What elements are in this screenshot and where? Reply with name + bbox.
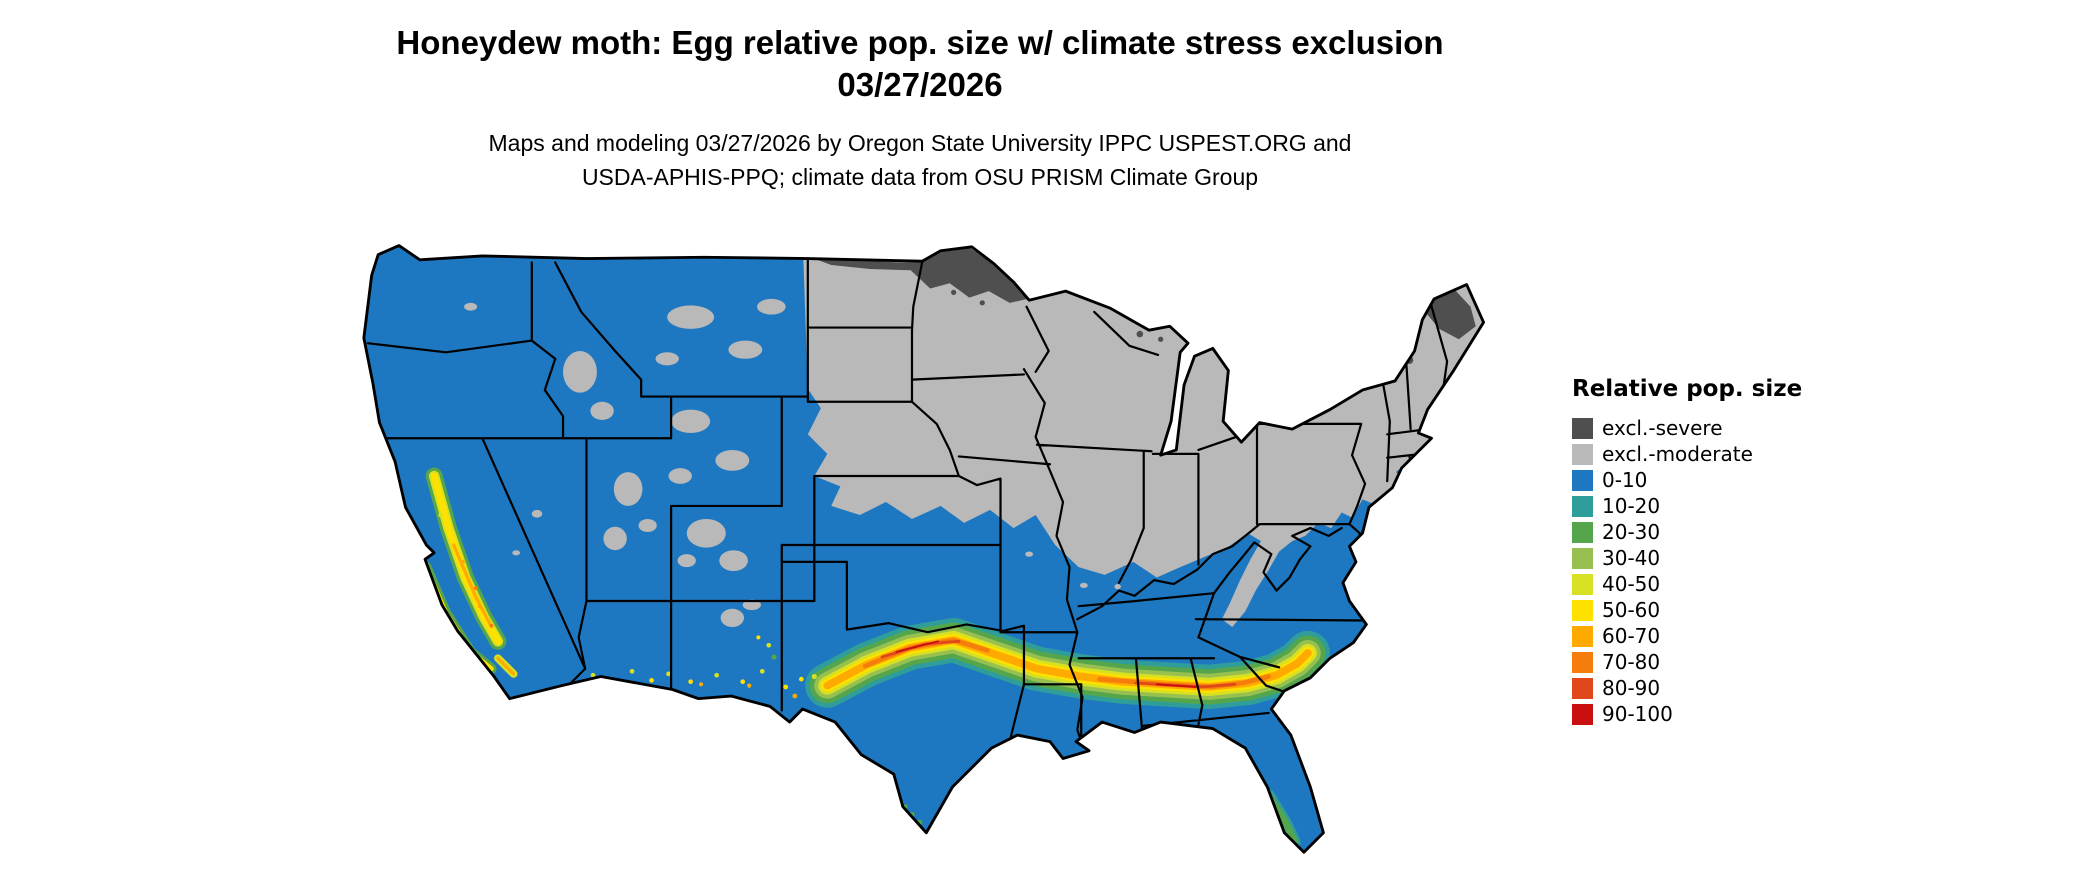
map-population-band (805, 617, 1330, 710)
us-map-svg (362, 244, 1485, 854)
legend-title: Relative pop. size (1572, 376, 1803, 402)
legend-item: 40-50 (1572, 571, 1802, 597)
legend-swatch (1572, 521, 1593, 543)
legend-swatch (1572, 625, 1593, 647)
legend-item-label: 20-30 (1602, 520, 1661, 544)
legend-swatch (1572, 677, 1593, 699)
legend-item: 10-20 (1572, 493, 1802, 519)
legend-swatch (1572, 703, 1593, 725)
figure-title-line1: Honeydew moth: Egg relative pop. size w/… (396, 24, 1444, 61)
legend-item: 30-40 (1572, 545, 1802, 571)
legend-swatch (1572, 417, 1593, 439)
legend-item: 80-90 (1572, 675, 1802, 701)
legend-item-label: 0-10 (1602, 468, 1648, 492)
legend-item-label: 90-100 (1602, 702, 1673, 726)
legend-item-label: 40-50 (1602, 572, 1661, 596)
legend-item-label: 80-90 (1602, 676, 1661, 700)
figure-subtitle-line2: USDA-APHIS-PPQ; climate data from OSU PR… (581, 164, 1259, 190)
legend-swatch (1572, 469, 1593, 491)
legend-item: 0-10 (1572, 467, 1802, 493)
figure-subtitle-line1: Maps and modeling 03/27/2026 by Oregon S… (488, 130, 1352, 156)
legend-swatch (1572, 599, 1593, 621)
legend-item: 60-70 (1572, 623, 1802, 649)
map-speckles-70-80 (473, 586, 494, 628)
legend-item-label: 50-60 (1602, 598, 1661, 622)
legend-item: 20-30 (1572, 519, 1802, 545)
legend-item: 70-80 (1572, 649, 1802, 675)
legend-item: excl.-severe (1572, 415, 1802, 441)
legend: Relative pop. size excl.-severe excl.-mo… (1572, 376, 1802, 727)
legend-swatch (1572, 495, 1593, 517)
map-excluded-moderate-speckles (464, 298, 1121, 628)
figure-header: Honeydew moth: Egg relative pop. size w/… (320, 22, 1520, 194)
state-borders (363, 257, 1449, 747)
legend-item: 50-60 (1572, 597, 1802, 623)
legend-item-label: 70-80 (1602, 650, 1661, 674)
legend-item: excl.-moderate (1572, 441, 1802, 467)
us-outline (362, 244, 1485, 854)
legend-item-label: 60-70 (1602, 624, 1661, 648)
map-excluded-severe-maine (1426, 288, 1476, 340)
legend-item-label: 10-20 (1602, 494, 1661, 518)
legend-item-label: excl.-moderate (1602, 442, 1753, 466)
legend-swatch (1572, 651, 1593, 673)
us-map (300, 226, 1550, 877)
legend-item-label: 30-40 (1602, 546, 1661, 570)
legend-swatch (1572, 547, 1593, 569)
legend-item: 90-100 (1572, 701, 1802, 727)
figure-subtitle: Maps and modeling 03/27/2026 by Oregon S… (320, 126, 1520, 194)
legend-swatch (1572, 573, 1593, 595)
figure-title-line2: 03/27/2026 (837, 66, 1003, 103)
legend-swatch (1572, 443, 1593, 465)
legend-item-label: excl.-severe (1602, 416, 1723, 440)
